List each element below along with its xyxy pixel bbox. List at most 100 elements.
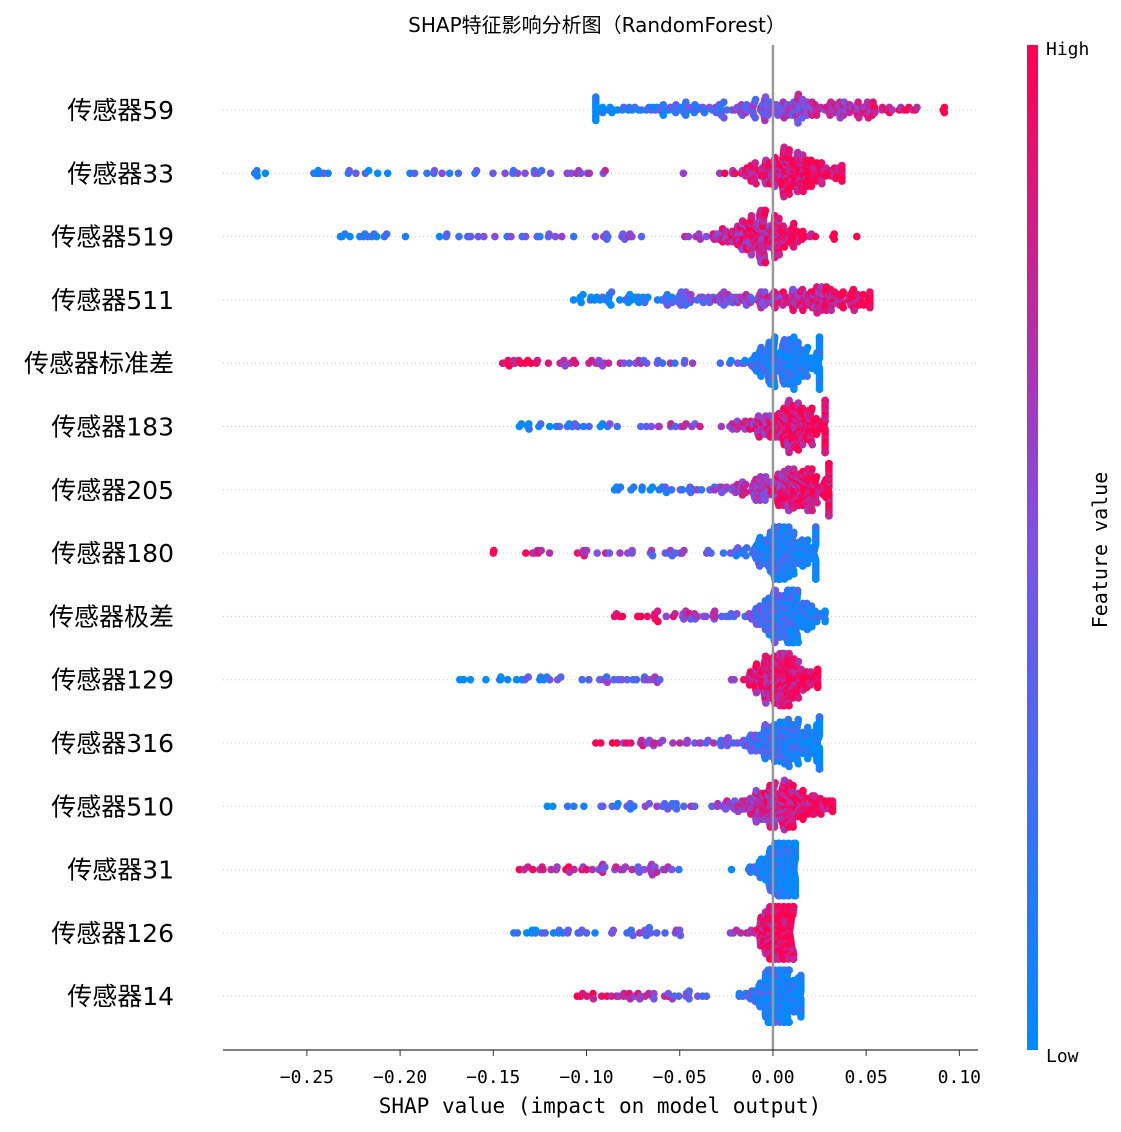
shap-point bbox=[616, 549, 624, 557]
shap-point bbox=[533, 356, 542, 365]
shap-point bbox=[645, 799, 654, 808]
shap-point bbox=[825, 512, 833, 520]
shap-point bbox=[794, 760, 803, 768]
shap-point bbox=[785, 762, 793, 771]
shap-point bbox=[790, 333, 798, 342]
shap-point bbox=[790, 385, 798, 394]
shap-point bbox=[756, 533, 764, 542]
shap-point bbox=[662, 612, 670, 621]
shap-point bbox=[642, 359, 651, 368]
shap-point bbox=[435, 232, 444, 241]
x-tick-label: −0.05 bbox=[653, 1067, 707, 1088]
shap-point bbox=[717, 422, 726, 431]
shap-point bbox=[761, 258, 770, 267]
feature-label: 传感器59 bbox=[67, 96, 174, 125]
shap-point bbox=[585, 675, 593, 684]
shap-point bbox=[529, 865, 537, 874]
shap-point bbox=[853, 232, 861, 241]
shap-point bbox=[866, 303, 874, 312]
shap-point bbox=[785, 701, 793, 710]
shap-point bbox=[654, 617, 662, 626]
shap-point bbox=[815, 333, 824, 342]
shap-point bbox=[808, 465, 816, 473]
shap-point bbox=[721, 169, 729, 178]
shap-point bbox=[727, 865, 736, 874]
shap-point bbox=[839, 303, 848, 312]
shap-point bbox=[569, 232, 578, 241]
shap-point bbox=[604, 359, 613, 368]
shap-point bbox=[671, 610, 679, 618]
shap-point bbox=[539, 865, 547, 874]
shap-point bbox=[629, 931, 637, 940]
shap-point bbox=[661, 929, 669, 937]
shap-point bbox=[601, 166, 609, 175]
shap-point bbox=[913, 103, 921, 112]
shap-point bbox=[723, 741, 732, 750]
shap-point bbox=[807, 182, 816, 191]
shap-point bbox=[599, 106, 608, 114]
shap-point bbox=[253, 172, 262, 180]
shap-point bbox=[593, 549, 601, 557]
shap-point bbox=[719, 549, 728, 557]
shap-point bbox=[491, 232, 499, 241]
shap-point bbox=[648, 551, 657, 560]
x-tick-label: 0.05 bbox=[844, 1067, 887, 1088]
shap-point bbox=[854, 98, 862, 106]
shap-point bbox=[553, 863, 561, 871]
shap-point bbox=[617, 675, 626, 684]
shap-point bbox=[637, 422, 645, 431]
x-axis-ticks: −0.25 −0.20 −0.15 −0.10 −0.05 0.00 0.05 0.10 bbox=[280, 1050, 981, 1088]
shap-point bbox=[578, 675, 586, 684]
shap-point bbox=[606, 420, 614, 428]
shap-point bbox=[751, 95, 760, 104]
shap-point bbox=[445, 169, 454, 178]
shap-point bbox=[794, 638, 802, 647]
shap-point bbox=[849, 285, 858, 294]
shap-point bbox=[789, 823, 797, 831]
shap-point bbox=[582, 865, 591, 874]
shap-point bbox=[364, 166, 373, 175]
shap-point bbox=[659, 111, 668, 119]
shap-point bbox=[736, 929, 745, 937]
shap-point bbox=[780, 243, 789, 251]
shap-point bbox=[547, 865, 555, 874]
shap-point bbox=[784, 715, 793, 724]
shap-point bbox=[813, 665, 822, 674]
shap-point bbox=[261, 169, 270, 178]
shap-point bbox=[685, 987, 693, 995]
shap-point bbox=[589, 995, 598, 1003]
shap-point bbox=[503, 675, 512, 684]
shap-point bbox=[888, 106, 897, 114]
shap-point bbox=[798, 285, 807, 294]
shap-point bbox=[605, 549, 614, 557]
feature-label: 传感器14 bbox=[67, 982, 174, 1011]
shap-point bbox=[545, 549, 554, 557]
shap-point bbox=[613, 739, 621, 747]
shap-point bbox=[791, 839, 800, 848]
shap-point bbox=[549, 929, 558, 937]
shap-point bbox=[762, 473, 770, 481]
shap-point bbox=[794, 119, 802, 127]
shap-point bbox=[650, 995, 658, 1003]
shap-point bbox=[734, 544, 742, 552]
shap-point bbox=[643, 612, 652, 621]
shap-point bbox=[785, 649, 793, 658]
shap-point bbox=[531, 926, 540, 935]
shap-point bbox=[815, 765, 824, 773]
shap-point bbox=[799, 786, 807, 795]
x-tick-label: −0.10 bbox=[559, 1067, 613, 1088]
shap-point bbox=[543, 802, 552, 811]
shap-point bbox=[638, 483, 646, 492]
shap-point bbox=[790, 219, 798, 228]
shap-point bbox=[794, 377, 802, 386]
shap-point bbox=[628, 865, 636, 874]
shap-point bbox=[789, 243, 798, 251]
shap-point bbox=[793, 586, 802, 595]
shap-point bbox=[579, 290, 587, 299]
shap-point bbox=[790, 465, 798, 473]
shap-point bbox=[679, 169, 688, 178]
shap-point bbox=[794, 715, 803, 724]
shap-point bbox=[668, 865, 676, 874]
shap-point bbox=[682, 420, 690, 428]
